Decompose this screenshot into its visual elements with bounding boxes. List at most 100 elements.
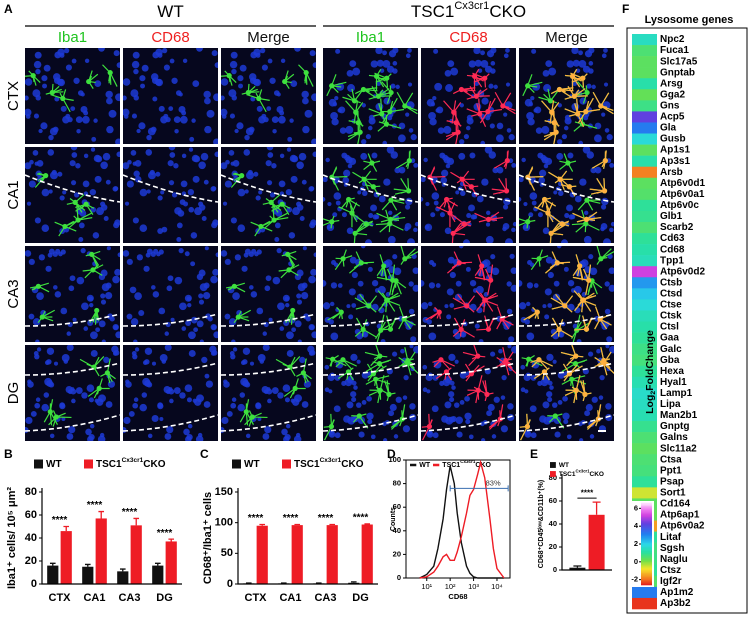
nucleus bbox=[547, 397, 553, 403]
cell-body bbox=[524, 423, 531, 430]
colorbar-step bbox=[641, 508, 652, 511]
colorbar-tick-label: -2 bbox=[631, 575, 638, 584]
cell-body bbox=[353, 109, 359, 115]
cell-body bbox=[402, 103, 408, 109]
colorbar-step bbox=[641, 557, 652, 560]
nucleus bbox=[553, 280, 560, 287]
legend-label: TSC1Cx3cr1CKO bbox=[96, 457, 166, 470]
nucleus bbox=[547, 271, 554, 279]
cell-process bbox=[545, 251, 571, 274]
nucleus bbox=[65, 64, 72, 71]
cell-process bbox=[541, 100, 560, 127]
nucleus bbox=[78, 222, 85, 229]
cell-process bbox=[550, 294, 574, 313]
cell-process bbox=[576, 97, 601, 124]
nucleus bbox=[280, 58, 286, 64]
layer-boundary bbox=[221, 414, 316, 432]
nucleus bbox=[341, 380, 347, 386]
bar bbox=[60, 531, 72, 584]
nucleus bbox=[365, 133, 371, 140]
nucleus bbox=[243, 252, 249, 258]
nucleus bbox=[237, 75, 244, 82]
nucleus bbox=[301, 179, 307, 185]
nucleus bbox=[460, 331, 467, 338]
legend-swatch bbox=[550, 471, 556, 477]
nucleus bbox=[541, 125, 550, 134]
nucleus bbox=[490, 61, 496, 66]
cell-body bbox=[484, 391, 490, 397]
cell-process bbox=[323, 413, 335, 441]
nucleus bbox=[493, 84, 498, 90]
cell-body bbox=[235, 314, 241, 320]
nucleus bbox=[404, 226, 409, 232]
nucleus bbox=[360, 246, 366, 249]
nucleus bbox=[350, 353, 358, 362]
nucleus bbox=[347, 84, 356, 92]
nucleus bbox=[232, 160, 240, 167]
cell-process bbox=[54, 220, 77, 237]
nucleus bbox=[465, 419, 471, 425]
nucleus bbox=[345, 125, 354, 134]
nucleus bbox=[449, 271, 456, 279]
channel-label: CD68 bbox=[449, 29, 487, 46]
nucleus bbox=[134, 160, 142, 167]
nucleus bbox=[553, 190, 558, 195]
nucleus bbox=[465, 266, 471, 272]
cell-process bbox=[494, 91, 516, 115]
nucleus bbox=[388, 410, 395, 417]
colorbar-label-part: Log bbox=[644, 395, 656, 414]
cell-body bbox=[566, 184, 573, 190]
cell-process bbox=[262, 194, 282, 213]
micrograph bbox=[323, 147, 418, 243]
nucleus bbox=[581, 291, 587, 297]
heatmap-title: Lysosome genes bbox=[645, 14, 734, 26]
micrograph-bg bbox=[421, 246, 516, 342]
nucleus bbox=[95, 155, 103, 163]
nucleus bbox=[157, 195, 163, 201]
heatmap-cell bbox=[632, 166, 657, 179]
nucleus bbox=[578, 140, 584, 144]
gene-label: Gnptg bbox=[660, 421, 689, 432]
nucleus bbox=[267, 58, 273, 64]
colorbar-step bbox=[641, 535, 652, 538]
cell-process bbox=[443, 100, 462, 127]
cell-body bbox=[485, 326, 492, 332]
nucleus bbox=[351, 271, 358, 279]
nucleus bbox=[432, 95, 437, 101]
cell-process bbox=[377, 115, 402, 132]
cell-body bbox=[388, 197, 394, 203]
nucleus bbox=[224, 180, 232, 188]
nucleus bbox=[241, 265, 248, 272]
cell-process bbox=[473, 380, 494, 402]
heatmap-frame bbox=[626, 27, 748, 614]
nucleus bbox=[266, 106, 272, 111]
nucleus bbox=[196, 48, 203, 52]
gene-label: Slc11a2 bbox=[660, 443, 697, 454]
nucleus bbox=[36, 292, 44, 300]
y-tick-label: 0 bbox=[553, 565, 557, 574]
layer-boundary bbox=[123, 313, 218, 327]
error-bar bbox=[154, 562, 161, 566]
colorbar-step bbox=[641, 583, 652, 586]
colorbar-tick-label: 4 bbox=[634, 521, 639, 530]
nucleus bbox=[32, 89, 41, 98]
nucleus bbox=[601, 53, 607, 59]
significance: **** bbox=[52, 515, 68, 526]
cell-body bbox=[536, 256, 542, 262]
colorbar-step bbox=[641, 506, 652, 509]
colorbar-step bbox=[641, 517, 652, 520]
cell-body bbox=[586, 277, 592, 283]
nucleus bbox=[150, 126, 157, 133]
cell-body bbox=[60, 95, 66, 102]
nucleus bbox=[433, 200, 439, 206]
nucleus bbox=[240, 360, 246, 366]
nucleus bbox=[179, 302, 187, 311]
nucleus bbox=[221, 78, 229, 86]
gate-label: 83% bbox=[486, 478, 501, 487]
nucleus bbox=[445, 416, 454, 425]
nucleus bbox=[351, 303, 357, 308]
cell-process bbox=[594, 351, 614, 376]
legend-label-part: Cx3cr1 bbox=[320, 457, 342, 464]
cell-body bbox=[43, 173, 49, 179]
nucleus bbox=[284, 296, 290, 302]
